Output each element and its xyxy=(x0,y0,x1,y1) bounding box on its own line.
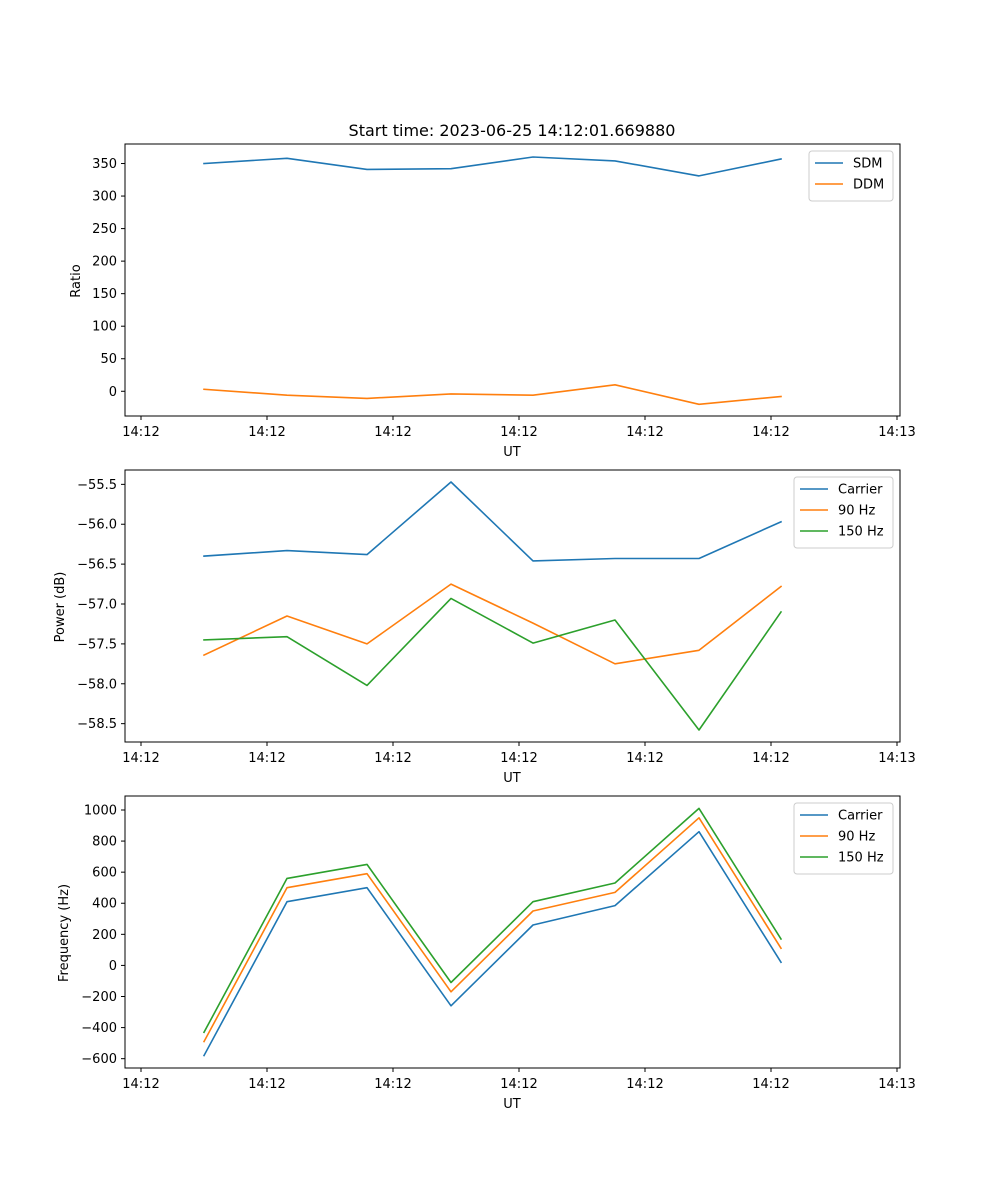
power-y-tick-label: −55.5 xyxy=(77,478,117,493)
frequency-series-150-hz-line xyxy=(202,807,783,1034)
power-xlabel: UT xyxy=(503,771,521,786)
power-y-tick-label: −56.0 xyxy=(77,518,117,533)
frequency-y-tick-label: 800 xyxy=(92,835,117,850)
ratio-legend: SDM DDM xyxy=(808,150,894,202)
frequency-x-tick-label: 14:12 xyxy=(248,1077,285,1092)
ratio-panel: UT Ratio xyxy=(69,264,521,460)
power-series-carrier-line xyxy=(203,481,783,562)
power-x-tick-label: 14:12 xyxy=(752,751,789,766)
ratio-x-tick-label: 14:12 xyxy=(122,425,159,440)
power-x-tick-label: 14:13 xyxy=(878,751,915,766)
ratio-xlabel: UT xyxy=(503,445,521,460)
ratio-y-tick-label: 100 xyxy=(92,320,117,335)
power-x-tick-label: 14:12 xyxy=(248,751,285,766)
power-y-tick-label: −58.5 xyxy=(77,717,117,732)
ratio-y-tick-label: 350 xyxy=(92,157,117,172)
power-y-tick-label: −57.0 xyxy=(77,598,117,613)
ratio-y-tick-label: 200 xyxy=(92,255,117,270)
power-x-tick-label: 14:12 xyxy=(374,751,411,766)
power-legend-label-90-hz: 90 Hz xyxy=(838,504,875,519)
ratio-series-ddm-line xyxy=(203,383,782,406)
power-legend-label-carrier: Carrier xyxy=(838,483,883,498)
power-y-tick-label: −56.5 xyxy=(77,558,117,573)
frequency-panel: UT Frequency (Hz) xyxy=(57,884,521,1112)
ratio-x-tick-label: 14:12 xyxy=(626,425,663,440)
ratio-plot: 14:12 14:12 14:12 14:12 14:12 14:12 14:13 0 50 10… xyxy=(92,143,916,440)
figure-title: Start time: 2023-06-25 14:12:01.669880 xyxy=(349,121,676,140)
ratio-x-tick-label: 14:12 xyxy=(374,425,411,440)
power-panel: UT Power (dB) xyxy=(53,572,521,786)
ratio-ylabel: Ratio xyxy=(69,264,84,297)
frequency-xlabel: UT xyxy=(503,1097,521,1112)
frequency-legend-label-90-hz: 90 Hz xyxy=(838,830,875,845)
frequency-x-tick-label: 14:12 xyxy=(500,1077,537,1092)
power-x-tick-label: 14:12 xyxy=(500,751,537,766)
frequency-axes-frame xyxy=(124,795,901,1069)
frequency-y-tick-label: 400 xyxy=(92,897,117,912)
frequency-series-carrier-line xyxy=(202,830,783,1057)
power-ylabel: Power (dB) xyxy=(53,572,68,643)
power-legend: Carrier 90 Hz 150 Hz xyxy=(793,476,894,549)
frequency-plot: 14:12 14:12 14:12 14:12 14:12 14:12 14:13 1000 8… xyxy=(81,795,916,1092)
power-x-tick-label: 14:12 xyxy=(122,751,159,766)
power-y-tick-label: −57.5 xyxy=(77,637,117,652)
power-plot: 14:12 14:12 14:12 14:12 14:12 14:12 14:13 −55.5… xyxy=(77,469,916,766)
ratio-legend-label-sdm: SDM xyxy=(853,157,882,172)
ratio-y-tick-label: 250 xyxy=(92,222,117,237)
ratio-x-tick-label: 14:12 xyxy=(500,425,537,440)
power-x-tick-label: 14:12 xyxy=(626,751,663,766)
ratio-x-tick-label: 14:12 xyxy=(752,425,789,440)
frequency-x-tick-label: 14:12 xyxy=(752,1077,789,1092)
ratio-legend-label-ddm: DDM xyxy=(853,178,884,193)
frequency-y-tick-label: −200 xyxy=(81,990,117,1005)
ratio-series-sdm-line xyxy=(203,156,782,177)
ratio-y-tick-label: 0 xyxy=(109,385,117,400)
frequency-legend: Carrier 90 Hz 150 Hz xyxy=(793,802,894,875)
frequency-legend-label-carrier: Carrier xyxy=(838,809,883,824)
power-axes-frame xyxy=(124,469,901,743)
frequency-legend-label-150-hz: 150 Hz xyxy=(838,851,884,866)
ratio-x-tick-label: 14:13 xyxy=(878,425,915,440)
plot-layer: 14:12 14:12 14:12 14:12 14:12 14:12 14:13 0 50 10… xyxy=(77,143,916,1092)
frequency-y-tick-label: 600 xyxy=(92,866,117,881)
frequency-y-tick-label: 200 xyxy=(92,928,117,943)
power-series-150-hz-line xyxy=(203,597,783,731)
power-legend-label-150-hz: 150 Hz xyxy=(838,525,884,540)
ratio-axes-frame xyxy=(124,143,901,417)
frequency-x-tick-label: 14:13 xyxy=(878,1077,915,1092)
ratio-y-tick-label: 50 xyxy=(100,352,117,367)
frequency-series-90-hz-line xyxy=(202,816,783,1043)
frequency-ylabel: Frequency (Hz) xyxy=(57,884,72,982)
ratio-x-tick-label: 14:12 xyxy=(248,425,285,440)
frequency-y-tick-label: −400 xyxy=(81,1021,117,1036)
frequency-y-tick-label: 1000 xyxy=(84,803,117,818)
power-series-90-hz-line xyxy=(202,583,783,665)
frequency-y-tick-label: −600 xyxy=(81,1052,117,1067)
ratio-y-tick-label: 300 xyxy=(92,190,117,205)
frequency-x-tick-label: 14:12 xyxy=(122,1077,159,1092)
frequency-y-tick-label: 0 xyxy=(109,959,117,974)
ratio-y-tick-label: 150 xyxy=(92,287,117,302)
frequency-x-tick-label: 14:12 xyxy=(374,1077,411,1092)
frequency-x-tick-label: 14:12 xyxy=(626,1077,663,1092)
power-y-tick-label: −58.0 xyxy=(77,677,117,692)
